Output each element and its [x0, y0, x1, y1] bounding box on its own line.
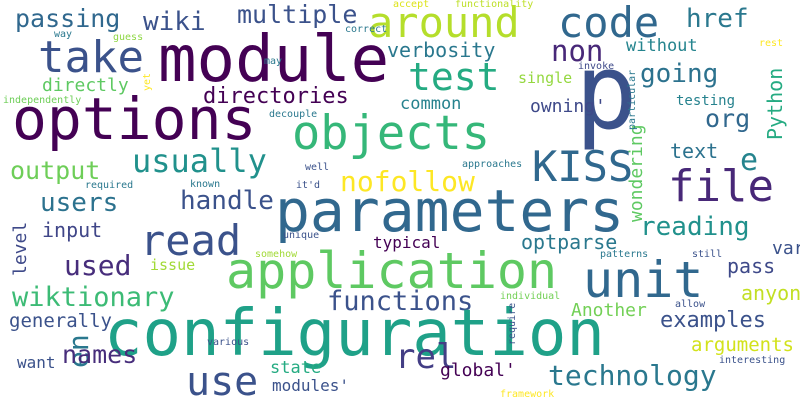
- word: owning': [530, 96, 606, 117]
- word: module: [158, 23, 390, 97]
- word: guess: [113, 32, 144, 43]
- word: nofollow: [340, 165, 475, 198]
- word: known: [190, 179, 221, 190]
- word: technology: [548, 359, 717, 392]
- word: optparse: [521, 230, 618, 254]
- word: way: [54, 29, 73, 40]
- word: application: [226, 242, 558, 300]
- word: going: [640, 59, 719, 89]
- word: may: [264, 56, 283, 67]
- word: text: [670, 139, 719, 163]
- word: framework: [500, 389, 555, 400]
- word: single: [518, 69, 573, 87]
- word: want: [17, 353, 56, 372]
- word: anyone: [741, 281, 800, 305]
- word: pass: [727, 254, 776, 278]
- word: examples: [660, 308, 766, 333]
- word: common: [400, 94, 462, 114]
- word: required: [85, 180, 134, 191]
- word: rel: [395, 337, 457, 377]
- word: users: [40, 188, 119, 218]
- word: Python: [763, 67, 787, 140]
- word: issue: [150, 256, 196, 274]
- word: somehow: [255, 249, 298, 260]
- word: testing: [676, 93, 736, 109]
- word: read: [140, 216, 242, 265]
- word: file: [668, 161, 774, 212]
- word: KISS: [532, 142, 634, 191]
- word: non: [551, 34, 604, 68]
- word: directories: [203, 84, 349, 109]
- word: input: [42, 218, 103, 242]
- word: allow: [675, 299, 706, 310]
- word: decouple: [269, 109, 318, 120]
- word: interesting: [719, 355, 786, 366]
- word: passing: [15, 4, 121, 33]
- word: test: [408, 55, 500, 99]
- word: arguments: [691, 334, 794, 356]
- word: handle: [180, 186, 274, 216]
- word: it'd: [296, 180, 321, 191]
- word: p: [575, 31, 638, 153]
- word: used: [64, 249, 132, 282]
- word: names: [62, 340, 138, 369]
- word: parameters: [275, 177, 625, 245]
- word: wiktionary: [12, 282, 175, 313]
- word: global': [440, 360, 516, 381]
- word: code: [558, 0, 660, 47]
- word: modules': [272, 376, 350, 395]
- word: patterns: [600, 249, 649, 260]
- word: options: [12, 85, 257, 153]
- word: correct: [345, 24, 388, 35]
- word: directly: [42, 75, 129, 96]
- word: use: [186, 359, 259, 400]
- word: without: [626, 36, 698, 56]
- word: state: [270, 358, 322, 378]
- word: still: [692, 249, 723, 260]
- word: configuration: [104, 297, 605, 371]
- word: org: [705, 104, 751, 133]
- word: particular: [627, 69, 638, 130]
- word: unique: [283, 230, 320, 241]
- word: Another: [571, 300, 647, 321]
- word: functions: [327, 286, 474, 317]
- word: rest: [759, 38, 784, 49]
- word: invoke: [578, 61, 615, 72]
- word: wiki: [143, 7, 206, 37]
- word: multiple: [237, 0, 358, 29]
- word: wondering: [626, 124, 647, 222]
- word: accept: [393, 0, 430, 10]
- word: well: [305, 162, 330, 173]
- word: yet: [142, 72, 153, 91]
- word: e: [740, 143, 759, 178]
- word: take: [38, 32, 144, 83]
- word: usually: [132, 142, 267, 180]
- word: href: [686, 4, 749, 34]
- word: objects: [292, 106, 491, 161]
- word: around: [368, 0, 520, 47]
- word: require: [507, 302, 518, 345]
- word: functionality: [455, 0, 534, 10]
- word: independently: [3, 95, 82, 106]
- word: typical: [373, 233, 441, 252]
- word: verbosity: [387, 38, 496, 62]
- word: individual: [500, 291, 561, 302]
- word: generally: [9, 310, 112, 332]
- word: variables: [772, 238, 800, 259]
- word: various: [207, 337, 250, 348]
- word: level: [10, 221, 31, 276]
- word: output: [10, 156, 101, 185]
- word: reading: [640, 212, 750, 242]
- word: unit: [583, 251, 704, 309]
- word: approaches: [462, 159, 523, 170]
